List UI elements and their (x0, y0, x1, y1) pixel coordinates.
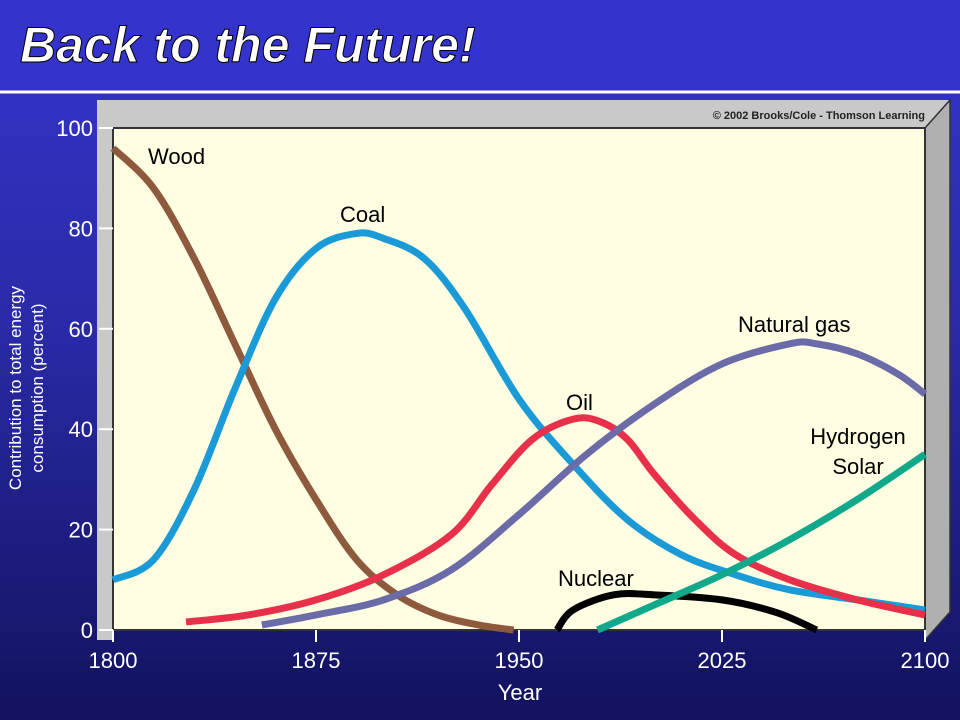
series-line (261, 338, 928, 629)
y-tick-label: 40 (69, 417, 93, 442)
y-tick-label: 80 (69, 216, 93, 241)
series-label: Coal (340, 202, 386, 227)
series-line (554, 590, 819, 634)
series-label: Oil (566, 390, 593, 415)
credit: © 2002 Brooks/Cole - Thomson Learning (713, 110, 925, 122)
x-tick-label: 1875 (292, 648, 341, 673)
x-tick-label: 2025 (698, 648, 747, 673)
title-bar (0, 0, 960, 90)
series-label: Hydrogen Solar (810, 424, 906, 479)
chart-title: Back to the Future! (20, 17, 476, 73)
y-tick-label: 100 (56, 116, 93, 141)
y-tick-label: 60 (69, 317, 93, 342)
x-tick-label: 2100 (901, 648, 950, 673)
x-tick-label: 1800 (89, 648, 138, 673)
x-tick-label: 1950 (495, 648, 544, 673)
y-tick-label: 0 (81, 618, 93, 643)
y-tick-label: 20 (69, 518, 93, 543)
series-line (111, 229, 926, 614)
series-label: Nuclear (558, 566, 634, 591)
box-side (924, 98, 951, 642)
series-label: Wood (148, 144, 206, 169)
series-line (185, 414, 926, 626)
series-line (596, 451, 927, 634)
plot-area (112, 127, 926, 631)
series-label: Natural gas (738, 312, 851, 337)
x-axis-label: Year (498, 680, 542, 705)
series-line (110, 145, 515, 634)
y-axis-label: Contribution to total energy consumption… (6, 285, 47, 491)
